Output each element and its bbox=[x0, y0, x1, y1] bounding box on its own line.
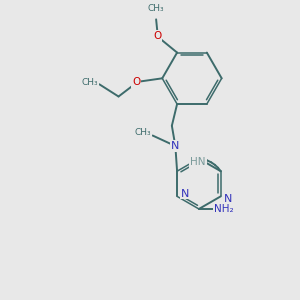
Text: N: N bbox=[181, 189, 189, 199]
Text: CH₃: CH₃ bbox=[134, 128, 151, 136]
Text: CH₃: CH₃ bbox=[81, 78, 98, 87]
Text: O: O bbox=[153, 31, 161, 41]
Text: O: O bbox=[132, 77, 140, 87]
Text: NH₂: NH₂ bbox=[214, 204, 234, 214]
Text: HN: HN bbox=[190, 158, 206, 167]
Text: N: N bbox=[171, 141, 179, 151]
Text: N: N bbox=[224, 194, 232, 204]
Text: CH₃: CH₃ bbox=[148, 4, 164, 14]
